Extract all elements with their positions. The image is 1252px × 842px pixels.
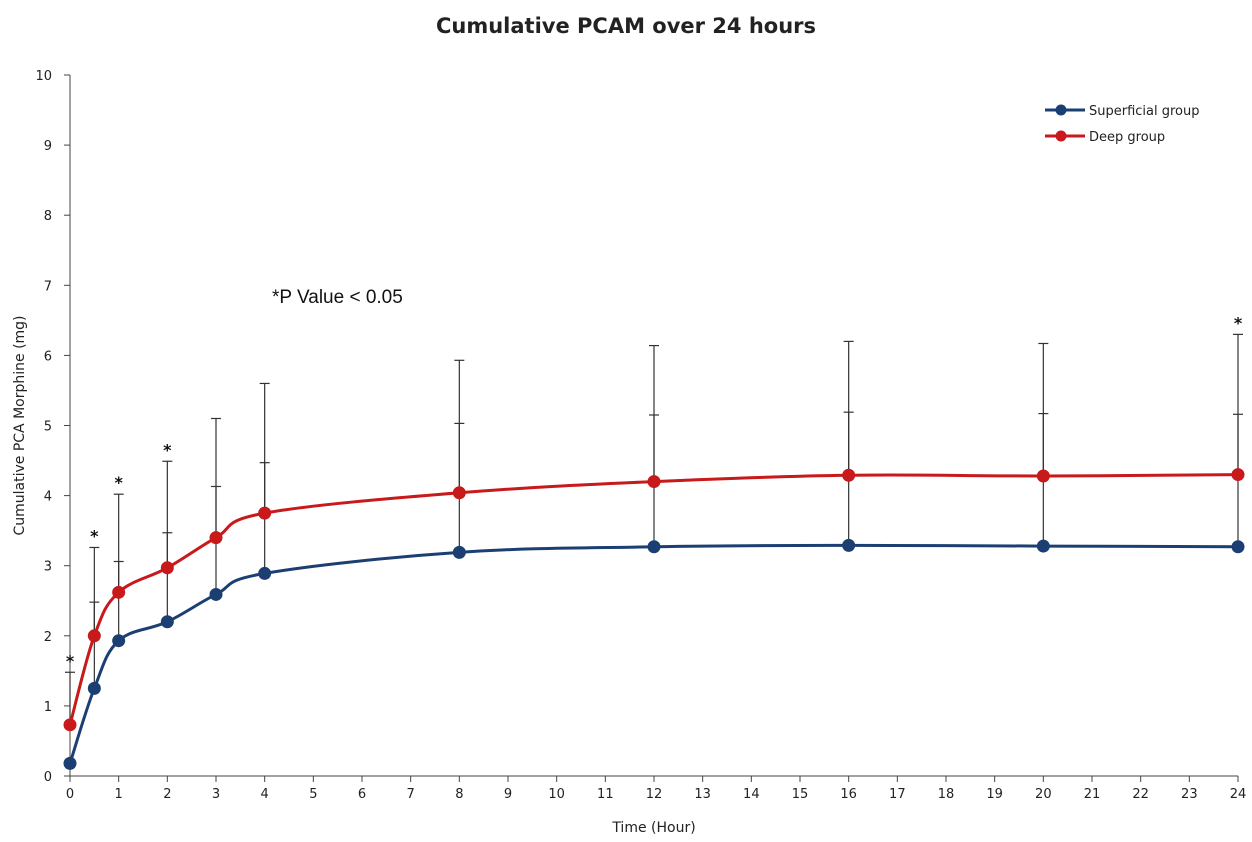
x-tick-label: 12 [646,787,663,802]
x-tick-label: 14 [743,787,760,802]
x-tick-label: 9 [504,787,512,802]
x-tick-label: 21 [1084,787,1101,802]
chart-title: Cumulative PCAM over 24 hours [435,14,817,38]
y-tick-label: 8 [44,209,52,224]
significance-star: * [66,651,75,670]
y-tick-label: 0 [44,770,52,785]
y-tick-label: 5 [44,420,52,435]
significance-markers: * * * * * [66,313,1243,670]
p-value-annotation: *P Value < 0.05 [272,287,403,308]
series-points [63,468,1245,770]
data-point-deep [258,506,272,520]
data-point-superficial [647,540,661,554]
series-line-superficial [68,543,1239,764]
data-point-deep [452,486,466,500]
x-tick-label: 20 [1035,787,1052,802]
y-tick-label: 6 [44,349,52,364]
x-tick-label: 8 [455,787,463,802]
x-tick-label: 13 [694,787,711,802]
data-point-deep [112,585,126,599]
data-point-deep [63,718,77,732]
x-tick-label: 15 [792,787,809,802]
x-tick-label: 4 [261,787,269,802]
x-tick-label: 22 [1132,787,1149,802]
data-point-superficial [63,756,77,770]
data-point-superficial [258,566,272,580]
legend-marker-superficial [1055,104,1067,116]
y-tick-label: 9 [44,139,52,154]
data-point-superficial [87,681,101,695]
x-tick-label: 19 [986,787,1003,802]
y-tick-label: 3 [44,560,52,575]
data-point-superficial [452,545,466,559]
error-bars [65,333,1243,725]
data-point-superficial [1231,540,1245,554]
x-tick-label: 3 [212,787,220,802]
y-axis-ticks: 0 1 2 3 4 5 6 7 8 9 10 [35,69,70,785]
x-tick-label: 1 [115,787,123,802]
x-tick-label: 23 [1181,787,1198,802]
data-point-deep [647,475,661,489]
x-axis-label: Time (Hour) [611,820,695,836]
x-axis-ticks: 0 1 2 3 4 5 6 7 8 9 10 11 12 13 14 15 16 17 18 19 20 21 22 23 24 [66,776,1246,802]
legend-marker-deep [1055,130,1067,142]
x-tick-label: 10 [548,787,565,802]
x-tick-label: 6 [358,787,366,802]
data-point-deep [1036,469,1050,483]
data-point-deep [160,561,174,575]
significance-star: * [163,440,172,459]
x-tick-label: 0 [66,787,74,802]
data-point-deep [209,531,223,545]
x-tick-label: 5 [309,787,317,802]
data-point-deep [87,629,101,643]
x-tick-label: 18 [938,787,955,802]
y-tick-label: 7 [44,279,52,294]
significance-star: * [1234,313,1243,332]
legend-label-deep: Deep group [1089,130,1165,145]
y-tick-label: 10 [35,69,52,84]
legend: Superficial group Deep group [1045,104,1200,145]
data-point-superficial [209,587,223,601]
data-point-superficial [1036,539,1050,553]
x-tick-label: 17 [889,787,906,802]
significance-star: * [90,526,99,545]
significance-star: * [114,473,123,492]
x-tick-label: 7 [407,787,415,802]
y-axis-label: Cumulative PCA Morphine (mg) [12,315,28,535]
y-tick-label: 2 [44,630,52,645]
y-tick-label: 4 [44,490,52,505]
data-point-superficial [842,538,856,552]
data-point-deep [1231,468,1245,482]
x-tick-label: 11 [597,787,614,802]
data-point-deep [842,468,856,482]
x-tick-label: 16 [840,787,857,802]
x-tick-label: 24 [1230,787,1247,802]
y-tick-label: 1 [44,700,52,715]
data-point-superficial [160,615,174,629]
legend-label-superficial: Superficial group [1089,104,1200,119]
data-point-superficial [112,634,126,648]
x-tick-label: 2 [163,787,171,802]
